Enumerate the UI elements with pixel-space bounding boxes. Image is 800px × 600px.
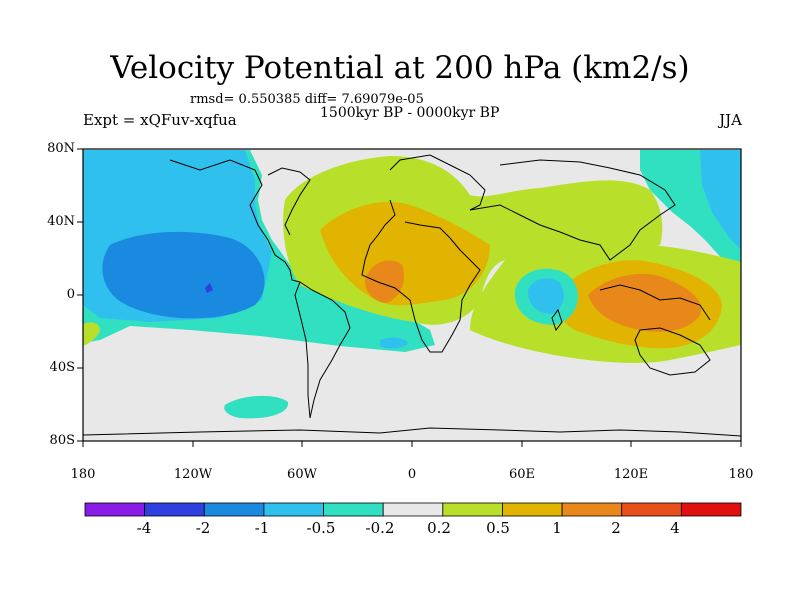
x-tick-label: 0 <box>407 467 417 482</box>
pacific-negative-core <box>205 283 213 293</box>
colorbar-swatch <box>203 502 265 517</box>
colorbar-swatch <box>144 502 205 517</box>
period-label: 1500kyr BP - 0000kyr BP <box>320 105 500 121</box>
x-tick-label: 120E <box>613 467 649 482</box>
field-layer <box>83 149 741 441</box>
north-america-east-coast <box>267 167 311 236</box>
colorbar-swatch <box>502 502 563 517</box>
y-tick-label: 80N <box>47 141 75 156</box>
australia-coast <box>634 327 711 376</box>
colorbar-swatch <box>621 502 682 517</box>
colorbar-label: 1 <box>552 519 562 537</box>
colorbar-label: -0.5 <box>306 519 336 537</box>
africa-positive-strong <box>365 260 405 303</box>
colorbar-label: 4 <box>670 519 680 537</box>
x-tick-label: 60W <box>287 467 317 482</box>
western-indian-negative-moderate <box>527 278 564 314</box>
y-tick-label: 40N <box>47 214 75 229</box>
south-america-west-coast <box>294 281 311 419</box>
y-tick-label: 40S <box>49 360 75 375</box>
colorbar-swatch <box>561 502 623 517</box>
x-tick-label: 60E <box>508 467 536 482</box>
europe-coast <box>389 154 486 211</box>
maritime-continent-positive-strong <box>588 273 701 332</box>
plot-title: Velocity Potential at 200 hPa (km2/s) <box>110 50 690 86</box>
south-america-east-coast <box>299 281 351 419</box>
colorbar-swatch <box>323 502 384 517</box>
pacific-negative-strong <box>102 231 265 319</box>
north-america-coast <box>169 159 301 283</box>
stats-label: rmsd= 0.550385 diff= 7.69079e-05 <box>190 92 424 107</box>
africa-coast <box>361 199 481 353</box>
asia-coast <box>469 159 676 261</box>
experiment-label: Expt = xQFuv-xqfua <box>83 111 237 129</box>
antarctica-coast <box>83 427 741 437</box>
x-tick-label: 180 <box>728 467 754 482</box>
colorbar-label: -4 <box>136 519 152 537</box>
colorbar-label: 0.2 <box>427 519 451 537</box>
colorbar-label: -0.2 <box>365 519 395 537</box>
y-tick-label: 0 <box>66 287 75 302</box>
indonesia-coast <box>599 284 711 321</box>
colorbar-swatch <box>382 502 444 517</box>
colorbar-label: -2 <box>195 519 211 537</box>
x-tick-label: 180 <box>70 467 96 482</box>
x-tick-label: 120W <box>173 467 213 482</box>
y-tick-label: 80S <box>49 433 75 448</box>
colorbar-label: 2 <box>611 519 621 537</box>
tick-marks <box>77 148 742 447</box>
colorbar-label: -1 <box>254 519 270 537</box>
colorbar-swatch <box>263 502 324 517</box>
africa-positive-moderate <box>320 201 490 306</box>
season-label: JJA <box>719 111 742 129</box>
colorbar-label: 0.5 <box>486 519 510 537</box>
coastlines <box>83 154 741 437</box>
colorbar-swatch <box>442 502 503 517</box>
sw-pacific-positive-small <box>83 322 100 346</box>
ne-pacific-negative-moderate <box>700 150 741 250</box>
southern-ocean-negative-small <box>224 395 289 419</box>
colorbar <box>84 502 742 517</box>
madagascar-coast <box>551 308 563 332</box>
south-atlantic-negative-spot <box>380 337 408 349</box>
colorbar-swatch <box>680 502 742 517</box>
colorbar-swatch <box>84 502 146 517</box>
